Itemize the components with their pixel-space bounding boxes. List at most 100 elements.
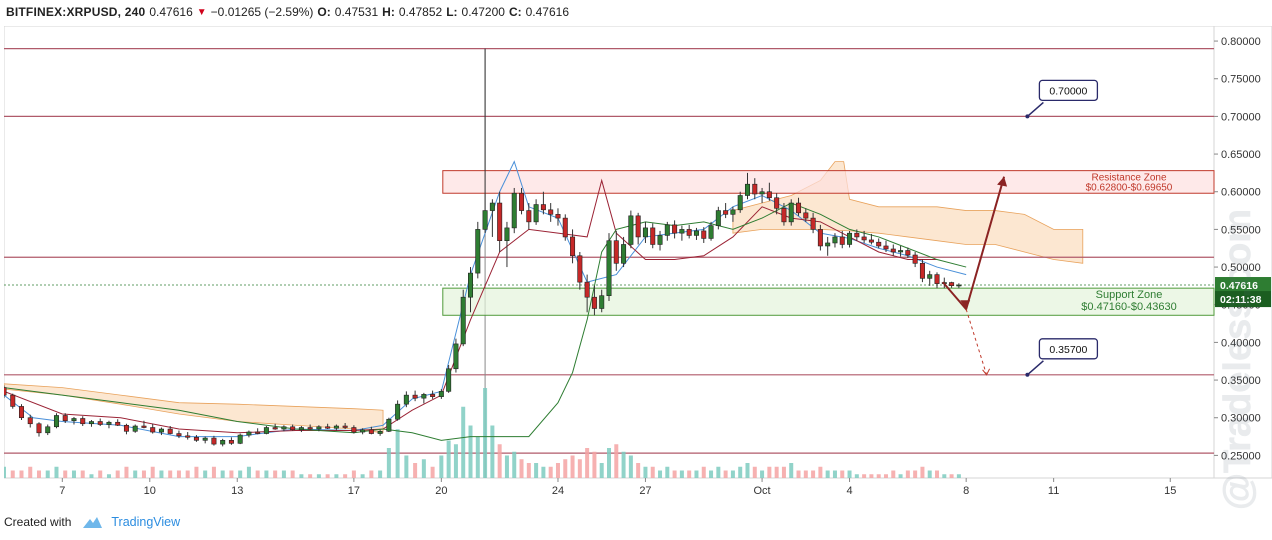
zones: Resistance Zone$0.62800-$0.69650 Support … xyxy=(442,170,1215,316)
bull-candle xyxy=(657,235,663,245)
bull-candle xyxy=(621,244,627,264)
volume-bar xyxy=(159,470,164,478)
bear-candle xyxy=(635,215,641,238)
annotations: 0.70000 0.35700 xyxy=(942,79,1099,377)
volume-bar xyxy=(430,466,435,478)
bull-candle xyxy=(45,426,51,434)
volume-bar xyxy=(308,474,313,478)
bear-candle xyxy=(430,394,436,397)
volume-bar xyxy=(360,474,365,478)
volume-bar xyxy=(526,463,531,478)
bull-candle xyxy=(606,240,612,296)
volume-bar xyxy=(701,466,706,478)
volume-bar xyxy=(876,474,881,478)
bear-candle xyxy=(228,440,234,444)
close-label: C: xyxy=(508,5,522,19)
arrow-head-icon xyxy=(997,176,1008,187)
volume-bar xyxy=(832,470,837,478)
volume-bar xyxy=(483,388,488,478)
symbol-header: BITFINEX:XRPUSD, 240 0.47616 ▼ −0.01265 … xyxy=(6,3,569,21)
volume-bar xyxy=(185,470,190,478)
bull-candle xyxy=(898,250,904,253)
volume-bar xyxy=(334,474,339,478)
bull-candle xyxy=(403,394,409,405)
bear-candle xyxy=(905,250,911,256)
bull-candle xyxy=(744,183,750,196)
volume-bar xyxy=(650,466,655,478)
bear-candle xyxy=(167,428,173,434)
volume-bar xyxy=(818,466,823,478)
bear-candle xyxy=(934,274,940,284)
y-tick-label: 0.35000 xyxy=(1221,375,1261,387)
volume-bar xyxy=(767,466,772,478)
bull-candle xyxy=(202,437,208,441)
volume-bar xyxy=(19,470,24,478)
volume-bar xyxy=(709,470,714,478)
price-axis[interactable] xyxy=(1213,26,1272,479)
volume-bar xyxy=(760,470,765,478)
y-tick-label: 0.55000 xyxy=(1221,224,1261,236)
x-tick-label: 7 xyxy=(59,485,65,497)
bear-candle xyxy=(141,425,147,428)
bull-candle xyxy=(927,274,933,279)
x-tick-label: 15 xyxy=(1164,485,1176,497)
open-value: 0.47531 xyxy=(334,5,379,19)
created-with-label: Created with xyxy=(4,515,72,529)
volume-bar xyxy=(378,470,383,478)
x-tick-label: 8 xyxy=(963,485,969,497)
bull-candle xyxy=(438,391,444,397)
volume-bar xyxy=(636,463,641,478)
volume-bar xyxy=(36,470,41,478)
volume-bar xyxy=(862,474,867,478)
bull-candle xyxy=(832,236,838,244)
footer: Created with TradingView xyxy=(4,510,180,534)
volume-bar xyxy=(299,474,304,478)
bear-candle xyxy=(290,426,296,431)
open-label: O: xyxy=(317,5,331,19)
volume-bar xyxy=(745,463,750,478)
bull-candle xyxy=(693,230,699,236)
volume-bar xyxy=(141,470,146,478)
last-price-tag-label: 0.47616 xyxy=(1220,280,1258,292)
candles xyxy=(4,48,962,447)
volume-bar xyxy=(869,474,874,478)
bear-candle xyxy=(752,183,758,195)
bear-candle xyxy=(351,427,357,433)
volume-bar xyxy=(504,455,509,478)
volume-bar xyxy=(133,470,138,478)
resistance-zone-range: $0.62800-$0.69650 xyxy=(1086,183,1173,194)
bull-candle xyxy=(263,427,269,434)
bull-candle xyxy=(386,418,392,432)
volume-bar xyxy=(421,459,426,478)
volume-bar xyxy=(211,466,216,478)
volume-bar xyxy=(847,470,852,478)
bear-candle xyxy=(701,230,707,239)
bear-candle xyxy=(810,217,816,230)
bear-candle xyxy=(650,227,656,245)
bull-candle xyxy=(737,195,743,211)
volume-bar xyxy=(592,451,597,478)
bull-candle xyxy=(421,394,427,399)
volume-bar xyxy=(351,470,356,478)
bear-candle xyxy=(272,427,278,430)
callout-box xyxy=(1038,338,1099,360)
volume-bar xyxy=(404,455,409,478)
bear-candle xyxy=(912,254,918,264)
bear-candle xyxy=(890,248,896,253)
bear-candle xyxy=(97,421,103,425)
tradingview-link[interactable]: TradingView xyxy=(111,515,181,529)
volume-bar xyxy=(738,466,743,478)
x-tick-label: 24 xyxy=(552,485,564,497)
bull-candle xyxy=(220,440,226,445)
volume-bar xyxy=(106,474,111,478)
volume-bar xyxy=(811,470,816,478)
volume-bar xyxy=(883,474,888,478)
price-chart[interactable]: Resistance Zone$0.62800-$0.69650 Support … xyxy=(4,26,1272,504)
volume-bar xyxy=(369,470,374,478)
close-value: 0.47616 xyxy=(525,5,569,19)
bull-candle xyxy=(475,229,481,274)
volume-bar xyxy=(920,466,925,478)
bear-candle xyxy=(62,415,68,422)
bear-candle xyxy=(919,263,925,279)
volume-bar xyxy=(534,463,539,478)
